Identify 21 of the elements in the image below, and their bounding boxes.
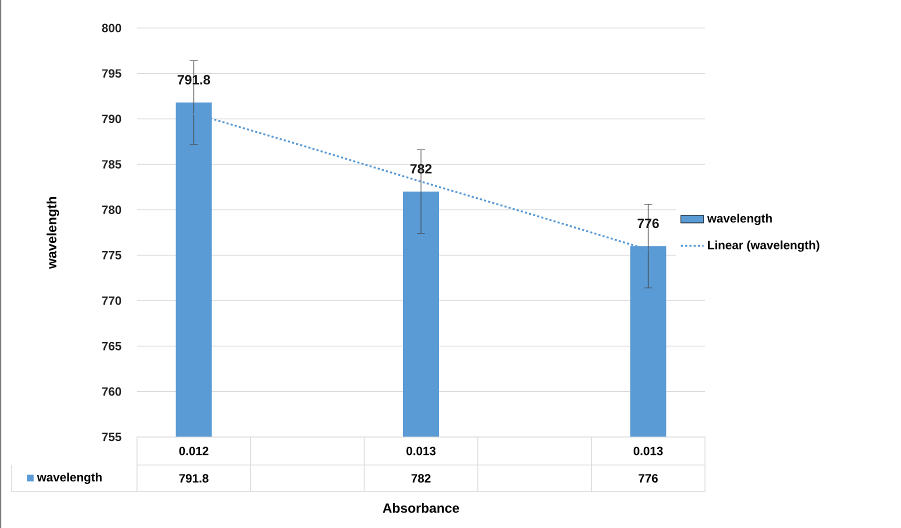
data-label: 782 xyxy=(412,474,431,483)
legend-label: Linear (wavelength) xyxy=(708,240,820,252)
y-tick-label: 770 xyxy=(102,296,122,305)
y-tick-label: 765 xyxy=(102,342,122,350)
y-tick-label: 760 xyxy=(102,387,122,396)
y-tick-label: 780 xyxy=(102,206,122,214)
y-tick-label: 785 xyxy=(102,160,122,169)
y-tick-label: 775 xyxy=(102,251,122,260)
x-tick-label: 0.013 xyxy=(634,446,663,456)
y-tick-label: 790 xyxy=(102,114,122,124)
text: wavelength xyxy=(37,472,102,484)
data-label: 791.8 xyxy=(179,474,208,483)
x-axis-title: Absorbance xyxy=(382,503,460,513)
data-label: 776 xyxy=(638,474,658,483)
y-axis-title: wavelength xyxy=(46,197,60,269)
x-tick-label: 0.013 xyxy=(406,446,436,456)
x-tick-label: 0.012 xyxy=(179,446,208,456)
y-tick-label: 795 xyxy=(102,69,122,78)
y-tick-label: 755 xyxy=(102,432,122,442)
legend-label: wavelength xyxy=(707,214,772,226)
y-tick-label: 800 xyxy=(102,24,122,32)
